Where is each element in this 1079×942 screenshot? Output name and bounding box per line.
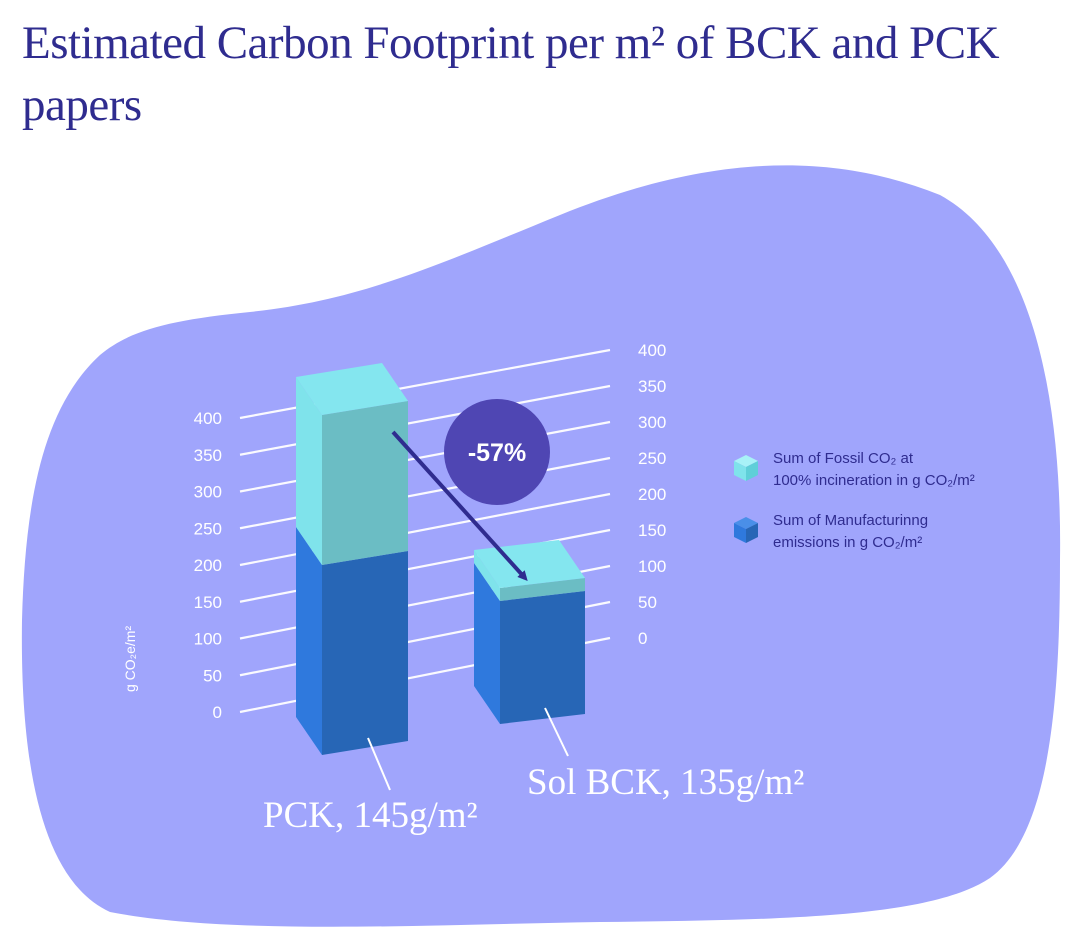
bar-side-manufacturing-bck bbox=[474, 563, 500, 724]
y-tick-right: 350 bbox=[638, 377, 666, 396]
leader-line-bck bbox=[544, 707, 569, 757]
blue-cube-icon bbox=[734, 517, 758, 543]
y-tick-left: 0 bbox=[213, 703, 222, 722]
y-tick-right: 200 bbox=[638, 485, 666, 504]
reduction-badge-text: -57% bbox=[468, 439, 526, 467]
y-tick-right: 150 bbox=[638, 521, 666, 540]
y-tick-right: 0 bbox=[638, 629, 647, 648]
bars bbox=[296, 363, 585, 755]
y-tick-right: 100 bbox=[638, 557, 666, 576]
bar-manufacturing-bck bbox=[500, 591, 585, 724]
y-axis-label: g CO₂e/m² bbox=[122, 626, 138, 692]
reduction-arrow bbox=[391, 430, 528, 581]
bar-fossil-pck bbox=[322, 401, 408, 565]
cyan-cube-icon bbox=[734, 455, 758, 481]
y-tick-left: 300 bbox=[194, 483, 222, 502]
ticks: 0 0 50 50 100 100 150 150 200 200 250 250 300 300 350 3… bbox=[194, 341, 667, 722]
y-tick-right: 300 bbox=[638, 413, 666, 432]
y-tick-left: 150 bbox=[194, 593, 222, 612]
bar-side-fossil-bck bbox=[474, 550, 500, 601]
legend: Sum of Fossil CO₂ at 100% incineration i… bbox=[734, 450, 975, 551]
bar-side-fossil-pck bbox=[296, 377, 322, 565]
y-tick-right: 400 bbox=[638, 341, 666, 360]
bar-label-bck: Sol BCK, 135g/m² bbox=[527, 762, 804, 803]
y-tick-left: 100 bbox=[194, 630, 222, 649]
legend-label-fossil: Sum of Fossil CO₂ at 100% incineration i… bbox=[773, 450, 975, 489]
bar-fossil-bck bbox=[500, 578, 585, 601]
y-tick-left: 250 bbox=[194, 519, 222, 538]
page-title: Estimated Carbon Footprint per m² of BCK… bbox=[22, 17, 1000, 131]
y-tick-left: 200 bbox=[194, 556, 222, 575]
y-tick-right: 250 bbox=[638, 449, 666, 468]
legend-label-manufacturing: Sum of Manufacturinng emissions in g CO₂… bbox=[773, 512, 932, 551]
y-tick-right: 50 bbox=[638, 593, 657, 612]
bar-label-pck: PCK, 145g/m² bbox=[263, 795, 478, 836]
y-tick-left: 400 bbox=[194, 409, 222, 428]
bar-manufacturing-pck bbox=[322, 551, 408, 755]
y-tick-left: 350 bbox=[194, 446, 222, 465]
leader-line-pck bbox=[367, 737, 391, 791]
bar-top-pck bbox=[296, 363, 408, 415]
y-tick-left: 50 bbox=[203, 666, 222, 685]
bar-side-manufacturing-pck bbox=[296, 527, 322, 755]
reduction-badge bbox=[444, 399, 550, 505]
